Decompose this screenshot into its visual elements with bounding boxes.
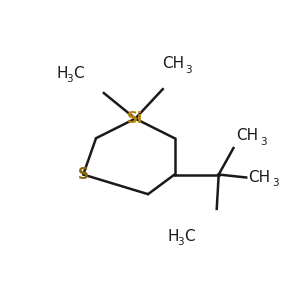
- Text: H: H: [168, 229, 179, 244]
- Text: 3: 3: [185, 64, 192, 74]
- Text: 3: 3: [178, 237, 184, 247]
- Text: H: H: [57, 66, 68, 81]
- Text: C: C: [184, 229, 195, 244]
- Text: CH: CH: [162, 56, 184, 71]
- Text: 3: 3: [272, 178, 278, 188]
- Text: CH: CH: [248, 170, 270, 185]
- Text: Si: Si: [127, 111, 143, 126]
- Text: CH: CH: [236, 128, 259, 143]
- Text: C: C: [74, 66, 84, 81]
- Text: S: S: [78, 167, 89, 182]
- Text: 3: 3: [67, 74, 73, 84]
- Text: 3: 3: [260, 137, 267, 147]
